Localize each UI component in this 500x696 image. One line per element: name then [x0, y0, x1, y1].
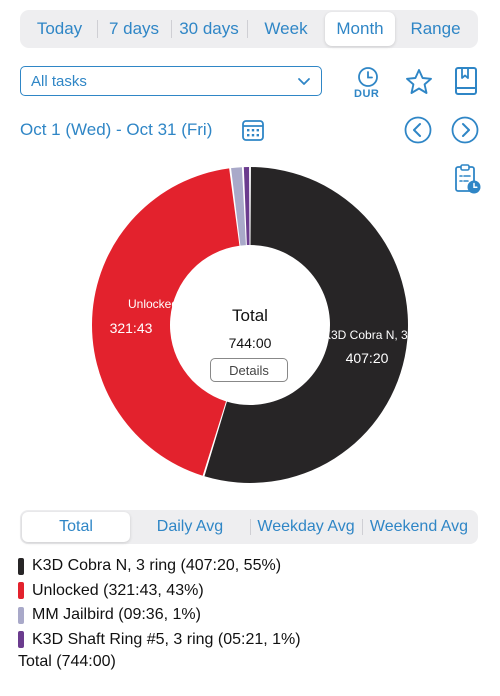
clipboard-clock-icon: [455, 164, 481, 194]
center-total-value: 744:00: [229, 335, 272, 351]
legend-item: Unlocked (321:43, 43%): [18, 579, 301, 604]
chevron-down-icon: [298, 78, 310, 85]
duration-label: DUR: [354, 88, 380, 100]
clock-icon: [358, 67, 378, 87]
legend-item: MM Jailbird (09:36, 1%): [18, 603, 301, 628]
tab-range[interactable]: Range: [410, 19, 461, 38]
calendar-icon: [242, 120, 264, 141]
tab-weekday-avg[interactable]: Weekday Avg: [250, 512, 362, 542]
range-segmented-control: Today 7 days 30 days Week Month Range: [20, 10, 478, 48]
center-total-title: Total: [232, 306, 268, 325]
tab-week[interactable]: Week: [247, 12, 325, 46]
clipboard-time-button[interactable]: [453, 163, 483, 195]
donut-slice-2[interactable]: [231, 167, 246, 246]
book-icon: [455, 67, 477, 95]
chevron-left-circle-icon: [404, 116, 432, 144]
chevron-right-circle-icon: [451, 116, 479, 144]
star-icon: [406, 69, 432, 94]
total-summary: Total (744:00): [18, 653, 116, 670]
slice-label-cobra: K3D Cobra N, 3 ring: [323, 328, 431, 342]
tab-today[interactable]: Today: [36, 19, 83, 38]
legend-swatch: [18, 557, 24, 575]
previous-period-button[interactable]: [404, 116, 432, 144]
donut-slice-1[interactable]: [91, 168, 240, 476]
favorite-button[interactable]: [403, 66, 435, 98]
donut-slice-0[interactable]: [204, 167, 409, 483]
task-filter-value: All tasks: [31, 72, 87, 90]
tab-30-days[interactable]: 30 days: [171, 12, 247, 46]
legend-swatch: [18, 582, 24, 600]
legend: K3D Cobra N, 3 ring (407:20, 55%) Unlock…: [18, 554, 301, 652]
slice-value-unlocked: 321:43: [110, 320, 153, 336]
stat-segmented-control: Total Daily Avg Weekday Avg Weekend Avg: [20, 510, 478, 544]
slice-label-unlocked: Unlocked: [128, 297, 178, 311]
tab-7-days[interactable]: 7 days: [97, 12, 171, 46]
legend-swatch: [18, 606, 24, 624]
tab-month[interactable]: Month: [325, 12, 395, 46]
bookmark-book-button[interactable]: [452, 65, 480, 97]
task-filter-dropdown[interactable]: All tasks: [20, 66, 322, 96]
tab-daily-avg[interactable]: Daily Avg: [156, 518, 224, 535]
next-period-button[interactable]: [451, 116, 479, 144]
details-button[interactable]: Details: [210, 358, 288, 382]
calendar-button[interactable]: [240, 117, 266, 143]
legend-item: K3D Shaft Ring #5, 3 ring (05:21, 1%): [18, 628, 301, 653]
duration-clock-button[interactable]: [356, 66, 380, 88]
legend-swatch: [18, 631, 24, 649]
tab-weekend-avg[interactable]: Weekend Avg: [362, 512, 476, 542]
donut-slice-3[interactable]: [243, 167, 250, 246]
date-range-label: Oct 1 (Wed) - Oct 31 (Fri): [20, 120, 213, 139]
tab-total[interactable]: Total: [22, 512, 130, 542]
legend-item: K3D Cobra N, 3 ring (407:20, 55%): [18, 554, 301, 579]
slice-value-cobra: 407:20: [346, 350, 389, 366]
donut-chart: Unlocked 321:43 K3D Cobra N, 3 ring 407:…: [91, 167, 431, 483]
